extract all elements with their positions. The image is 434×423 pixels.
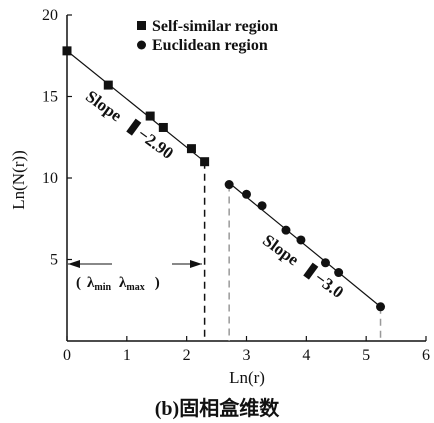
x-tick-label: 0 xyxy=(63,347,71,364)
guide-lines xyxy=(203,161,382,341)
legend: Self-similar region Euclidean region xyxy=(137,18,278,54)
x-tick-label: 2 xyxy=(183,347,191,364)
legend-label-euclidean: Euclidean region xyxy=(152,37,268,54)
fit-lines xyxy=(66,50,381,308)
slope-label-2: Slope xyxy=(259,231,303,270)
x-tick-label: 3 xyxy=(243,347,251,364)
lambda-range-annotation: (λmin λmax) xyxy=(68,260,202,293)
square-point xyxy=(200,157,210,167)
x-tick-label: 6 xyxy=(422,347,430,364)
slope-value-1: −2.90 xyxy=(134,124,177,163)
circle-point xyxy=(281,225,291,235)
circle-point xyxy=(376,302,386,312)
x-axis-title: Ln(r) xyxy=(229,368,265,387)
circle-point xyxy=(224,180,234,190)
circle-point xyxy=(334,268,344,278)
x-tick-label: 5 xyxy=(362,347,370,364)
x-tick-label: 4 xyxy=(302,347,310,364)
axes: 0 1 2 3 4 5 6 5 10 15 20 xyxy=(42,7,430,364)
lambda-max-symbol: λ xyxy=(119,275,127,291)
lambda-min-symbol: λ xyxy=(87,275,95,291)
y-tick-label: 10 xyxy=(42,170,58,187)
y-tick-label: 20 xyxy=(42,7,58,24)
x-tick-label: 1 xyxy=(123,347,131,364)
circle-point xyxy=(296,235,306,245)
circle-point xyxy=(320,258,330,268)
slope-marker-2 xyxy=(303,262,319,280)
figure-caption: (b)固相盒维数 xyxy=(155,396,280,420)
legend-circle-marker xyxy=(137,40,146,50)
legend-square-marker xyxy=(137,21,146,30)
legend-label-self-similar: Self-similar region xyxy=(152,18,278,35)
square-point xyxy=(62,46,72,56)
square-point xyxy=(103,80,113,90)
lambda-open-paren: ( xyxy=(76,275,81,291)
fit-line-1 xyxy=(66,50,205,163)
fit-line-2 xyxy=(228,182,381,308)
lambda-min-subscript: min xyxy=(94,282,111,293)
lambda-arrow-left-head xyxy=(68,260,80,268)
square-point xyxy=(186,144,196,154)
square-point xyxy=(158,122,168,132)
lambda-label: (λmin λmax) xyxy=(76,275,160,293)
lambda-max-subscript: max xyxy=(126,282,144,293)
y-tick-label: 15 xyxy=(42,89,58,106)
data-points xyxy=(62,46,386,312)
y-tick-label: 5 xyxy=(50,252,58,269)
circle-point xyxy=(242,189,251,199)
lambda-close-paren: ) xyxy=(155,275,160,291)
circle-point xyxy=(257,201,267,211)
slope-marker-1 xyxy=(126,118,142,136)
lambda-arrow-right-head xyxy=(190,260,202,268)
y-axis-title: Ln(N(r)) xyxy=(9,150,28,209)
square-point xyxy=(145,111,155,121)
